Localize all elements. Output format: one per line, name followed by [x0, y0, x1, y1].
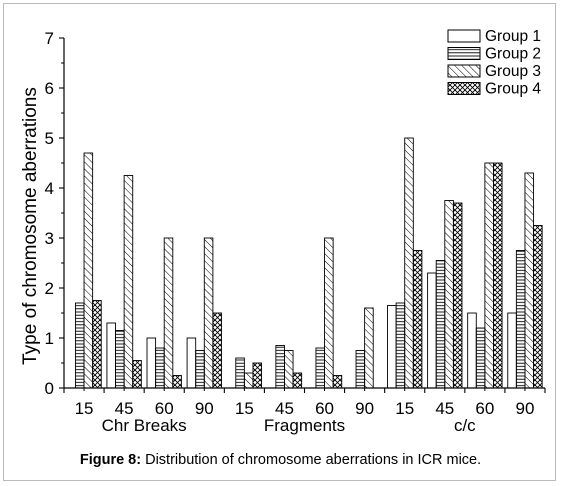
legend-swatch-1 [447, 29, 481, 43]
bar-group-4-3 [212, 312, 222, 389]
legend-label-2: Group 2 [485, 46, 541, 63]
figure-caption: Figure 8: Distribution of chromosome abe… [0, 452, 561, 468]
bar-group-1-3 [186, 337, 197, 389]
bar-group-3-3 [203, 237, 214, 389]
bar-group-3-11 [524, 172, 535, 389]
x-tick-label: 45 [115, 399, 134, 418]
y-tick-label: 1 [45, 329, 54, 348]
bar-group-2-8 [395, 302, 406, 389]
bar-group-4-2 [172, 375, 182, 389]
x-tick-label: 15 [75, 399, 94, 418]
x-tick-label: 45 [435, 399, 454, 418]
x-tick-label: 60 [315, 399, 334, 418]
y-tick-label: 2 [45, 279, 54, 298]
legend-swatch-4 [447, 82, 481, 95]
bar-group-2-7 [355, 350, 366, 389]
group-label: Fragments [264, 416, 345, 435]
bar-group-1-10 [467, 312, 477, 389]
bar-group-2-10 [475, 327, 486, 389]
bar-group-2-6 [315, 347, 325, 389]
bar-group-3-6 [324, 237, 334, 389]
bar-group-3-5 [284, 350, 294, 389]
bar-group-3-4 [243, 372, 254, 389]
y-tick-label: 5 [45, 129, 54, 148]
x-tick-label: 60 [155, 399, 174, 418]
bar-group-4-5 [292, 372, 303, 389]
y-tick-label: 7 [45, 29, 54, 48]
bar-group-3-9 [444, 200, 454, 389]
bar-group-2-5 [275, 345, 285, 389]
bar-group-2-3 [195, 350, 205, 389]
bar-group-2-9 [435, 260, 446, 389]
bar-group-1-1 [106, 322, 116, 389]
y-tick-label: 3 [45, 229, 54, 248]
y-tick-label: 4 [45, 179, 54, 198]
x-ticks: 15 45 60 90 15 45 60 90 15 45 60 90 [63, 388, 546, 418]
group-labels: Chr Breaks Fragments c/c [102, 416, 477, 435]
bar-group-1-8 [387, 305, 397, 389]
bar-group-2-4 [235, 357, 245, 389]
y-tick-label: 0 [45, 379, 54, 398]
bar-group-4-0 [92, 300, 102, 389]
y-tick-label: 6 [45, 79, 54, 98]
bar-group-1-2 [146, 337, 157, 389]
legend-swatch-3 [447, 64, 481, 78]
x-tick-label: 90 [195, 399, 214, 418]
x-tick-label: 90 [355, 399, 374, 418]
bar-group-4-11 [533, 225, 543, 389]
legend-label-4: Group 4 [485, 81, 541, 98]
bar-group-2-1 [115, 330, 125, 389]
legend-label-1: Group 1 [485, 28, 541, 45]
caption-text: Distribution of chromosome aberrations i… [141, 452, 482, 468]
bar-group-3-7 [364, 307, 374, 389]
caption-label: Figure 8: [79, 452, 142, 468]
bars-layer [74, 137, 543, 389]
bar-group-4-6 [332, 375, 343, 389]
x-tick-label: 15 [395, 399, 414, 418]
bar-group-3-0 [83, 152, 94, 389]
bar-group-1-9 [427, 272, 437, 389]
bar-group-2-11 [515, 250, 526, 389]
bar-group-2-0 [74, 302, 85, 389]
bar-group-1-11 [507, 312, 517, 389]
bar-group-3-1 [123, 175, 134, 389]
x-tick-label: 90 [515, 399, 534, 418]
bar-group-3-2 [163, 237, 174, 389]
bar-group-4-4 [252, 362, 263, 389]
bar-group-3-10 [484, 162, 494, 389]
bar-group-4-1 [132, 360, 142, 389]
legend-swatch-2 [447, 47, 481, 60]
bar-group-4-9 [452, 202, 463, 389]
group-label: c/c [454, 416, 476, 435]
bar-group-4-10 [493, 162, 503, 389]
legend-label-3: Group 3 [485, 63, 541, 80]
bar-group-4-8 [412, 250, 423, 389]
x-tick-label: 15 [235, 399, 254, 418]
x-tick-label: 60 [475, 399, 494, 418]
y-axis-label: Type of chromosome aberrations [20, 87, 41, 365]
bar-group-3-8 [404, 137, 414, 389]
bar-group-2-2 [155, 347, 165, 389]
y-ticks: 0 1 2 3 4 5 6 7 [45, 29, 64, 398]
group-label: Chr Breaks [102, 416, 187, 435]
x-tick-label: 45 [275, 399, 294, 418]
